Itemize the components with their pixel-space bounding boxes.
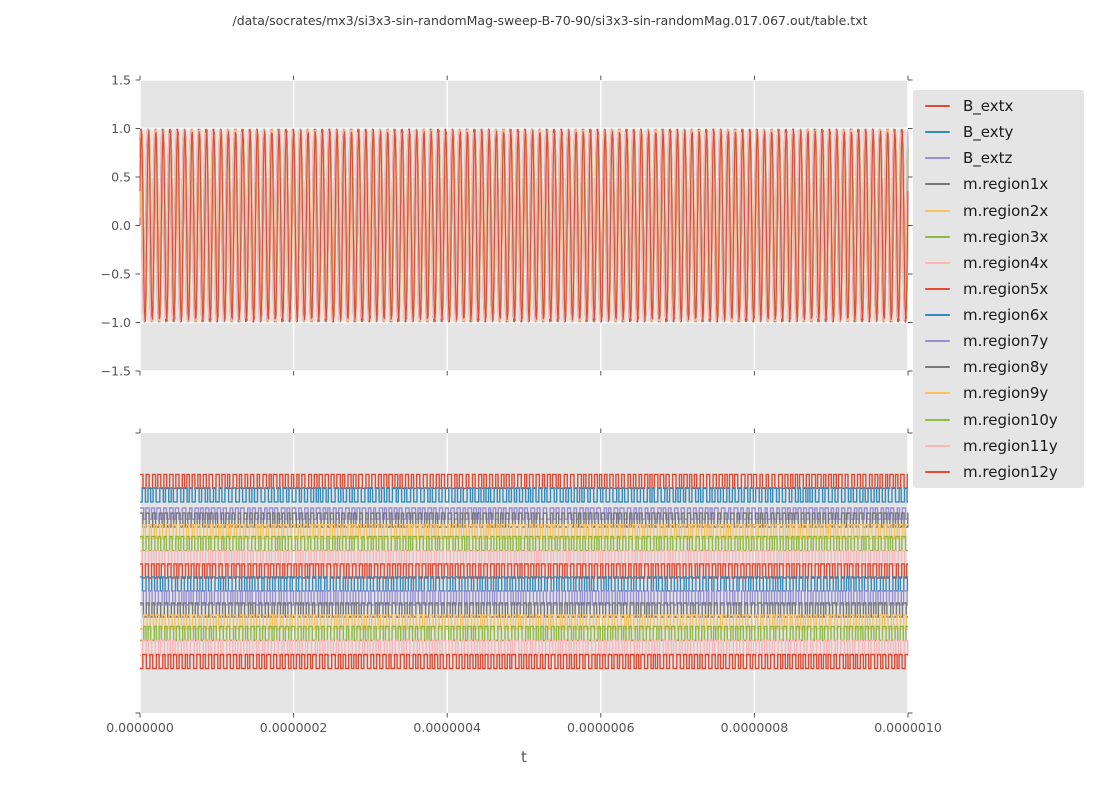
series-line-m.region5x [140,563,908,579]
legend-label: m.region1x [963,175,1049,194]
legend-label: m.region8y [963,358,1049,377]
series-line-m.region9y [140,614,908,630]
legend-line-swatch [925,470,950,473]
legend-line-swatch [925,261,950,264]
top-subplot: 1.5 1.0 0.5 0.0 −0.5 −1.0 −1.5 [101,73,913,379]
legend-item-B_extz: B_extz [913,146,1084,170]
x-axis-title: t [521,748,527,766]
legend-line-swatch [925,340,950,343]
legend-label: m.region3x [963,227,1049,246]
y-tick-label: −1.0 [101,315,131,330]
legend-item-m.region3x: m.region3x [913,225,1084,249]
legend-item-m.region2x: m.region2x [913,199,1084,223]
legend-item-m.region9y: m.region9y [913,381,1084,405]
figure-title: /data/socrates/mx3/si3x3-sin-randomMag-s… [232,13,868,28]
legend-item-m.region10y: m.region10y [913,408,1084,432]
legend-label: m.region9y [963,384,1049,403]
legend-label: m.region4x [963,253,1049,272]
legend-label: m.region10y [963,410,1058,429]
legend-item-m.region6x: m.region6x [913,303,1084,327]
legend-label: B_extz [963,149,1013,168]
y-tick-label: −0.5 [101,267,131,282]
series-line-m.region1x [140,512,909,528]
legend-label: B_exty [963,123,1014,142]
legend-item-B_extx: B_extx [913,94,1084,118]
legend: B_extx B_exty B_extz m.region1x m.region2x m.… [913,90,1084,488]
legend-line-swatch [925,392,950,395]
x-tick-label: 0.0000004 [413,720,481,735]
y-tick-label: 0.5 [111,170,131,185]
legend-item-m.region5x: m.region5x [913,277,1084,301]
series-line-m.region10y [140,625,908,642]
legend-label: m.region11y [963,436,1058,455]
legend-item-m.region4x: m.region4x [913,251,1084,275]
y-tick-label: 1.5 [111,73,131,88]
legend-line-swatch [925,157,950,160]
legend-line-swatch [925,183,950,186]
legend-line-swatch [925,418,950,421]
y-tick-label: 1.0 [111,121,131,136]
legend-item-m.region8y: m.region8y [913,355,1084,379]
series-line-m.region6x [140,576,909,592]
legend-item-B_exty: B_exty [913,120,1084,144]
series-line-m.region12y [140,653,908,670]
series-line-B_exty [140,487,908,503]
legend-label: m.region5x [963,279,1049,298]
legend-label: m.region12y [963,462,1058,481]
legend-label: m.region7y [963,332,1049,351]
x-tick-label: 0.0000000 [106,720,174,735]
legend-item-m.region11y: m.region11y [913,434,1084,458]
legend-line-swatch [925,314,950,317]
x-tick-label: 0.0000006 [567,720,635,735]
x-tick-label: 0.0000002 [260,720,328,735]
bottom-subplot: 0.0000000 0.0000002 0.0000004 0.0000006 0.00… [106,428,942,735]
legend-line-swatch [925,235,950,238]
legend-line-swatch [925,131,950,134]
legend-label: m.region2x [963,201,1049,220]
x-tick-label: 0.0000010 [874,720,942,735]
series-line-m.region11y [139,128,909,323]
y-tick-label: 0.0 [111,218,131,233]
legend-line-swatch [925,105,950,108]
series-line-m.region2x [140,523,908,540]
series-line-m.region12y [139,128,909,323]
legend-line-swatch [925,287,950,290]
legend-item-m.region1x: m.region1x [913,172,1084,196]
legend-line-swatch [925,209,950,212]
y-tick-label: −1.5 [101,364,131,379]
x-tick-label: 0.0000008 [721,720,789,735]
legend-label: B_extx [963,97,1014,116]
legend-item-m.region7y: m.region7y [913,329,1084,353]
series-line-m.region3x [140,535,908,552]
legend-line-swatch [925,366,950,369]
series-line-m.region7y [140,590,908,606]
legend-line-swatch [925,444,950,447]
legend-label: m.region6x [963,306,1049,325]
legend-item-m.region12y: m.region12y [913,460,1084,484]
